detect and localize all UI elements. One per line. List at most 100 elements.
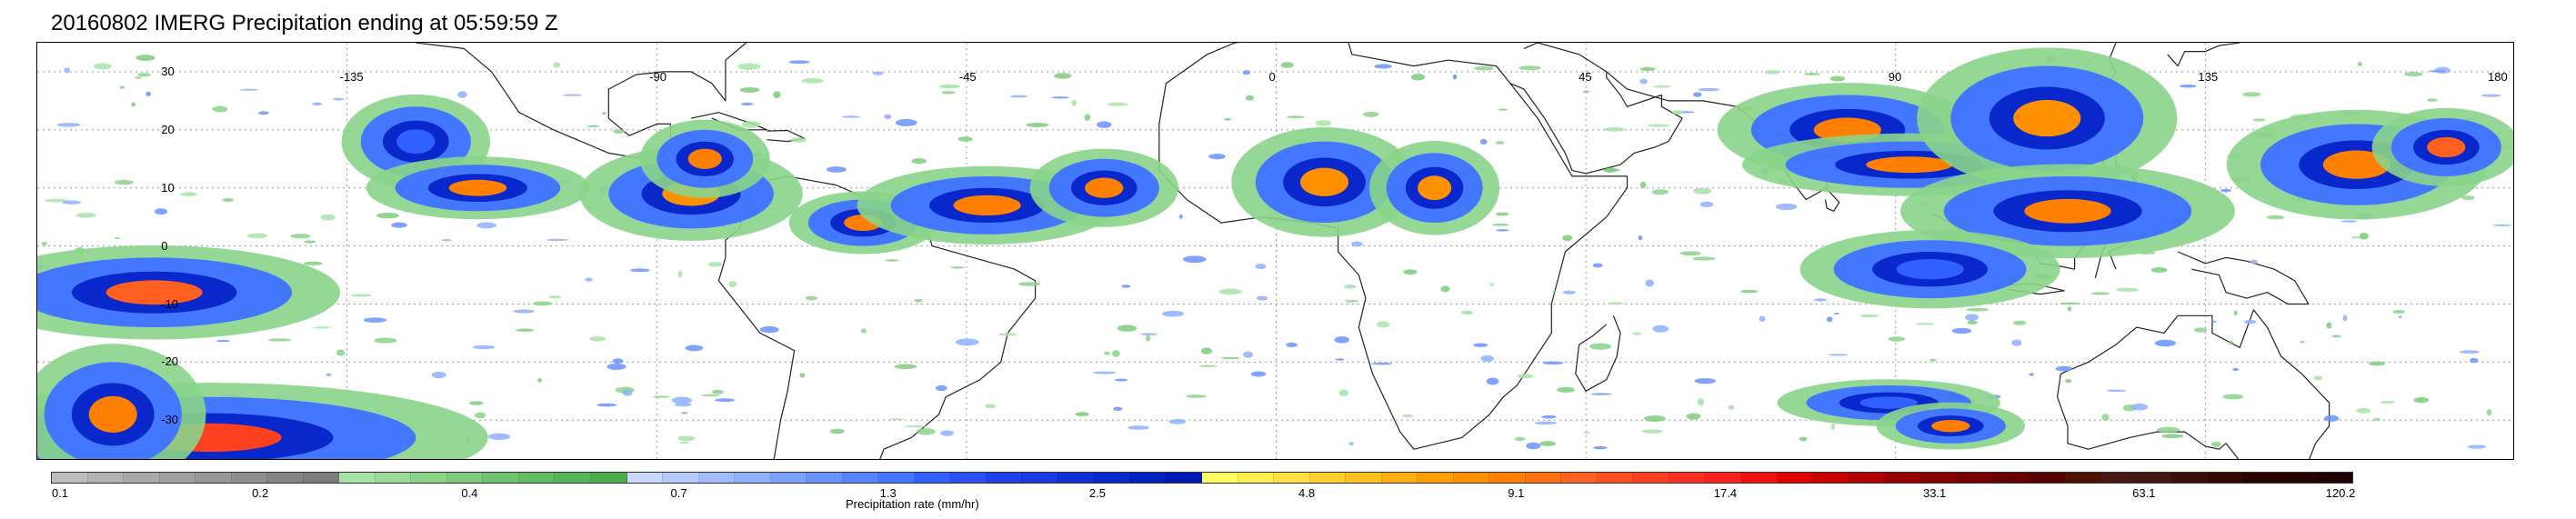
precip-speck — [685, 344, 704, 352]
precip-speck — [216, 339, 231, 343]
precip-speck — [715, 398, 736, 403]
colorbar-segment — [1777, 473, 1814, 483]
precip-speck — [585, 277, 593, 282]
precip-speck — [677, 435, 696, 442]
longitude-label: -90 — [649, 70, 667, 84]
precip-speck — [1495, 212, 1509, 216]
precip-speck — [2232, 367, 2239, 372]
precip-speck — [829, 428, 845, 434]
precip-speck — [841, 115, 860, 118]
colorbar-segment — [1525, 473, 1562, 483]
precip-speck — [2150, 266, 2168, 273]
precip-speck — [1108, 102, 1128, 106]
precip-speck — [914, 298, 923, 303]
precip-speck — [41, 241, 47, 246]
colorbar-segment — [195, 473, 232, 483]
precip-speck — [2222, 394, 2244, 400]
precip-speck — [613, 129, 626, 134]
precip-speck — [1582, 90, 1590, 93]
precip-speck — [333, 97, 345, 101]
latitude-label: 10 — [161, 180, 175, 195]
precip-speck — [805, 295, 818, 301]
precip-speck — [1639, 78, 1648, 85]
coastline-sri-lanka — [1824, 188, 1840, 212]
storm-core — [2013, 99, 2081, 137]
colorbar-tick-label: 9.1 — [1508, 486, 1525, 500]
precip-speck — [44, 198, 68, 203]
precip-speck — [742, 121, 761, 128]
precip-speck — [468, 401, 484, 405]
precip-speck — [137, 73, 151, 77]
precip-speck — [622, 389, 633, 396]
precip-speck — [950, 265, 965, 269]
colorbar-segment — [87, 473, 125, 483]
colorbar-segment — [2029, 473, 2065, 483]
precip-speck — [154, 208, 168, 215]
precip-speck — [1489, 283, 1494, 286]
precip-speck — [885, 259, 899, 262]
precip-speck — [1374, 64, 1392, 69]
precip-speck — [773, 91, 781, 98]
precip-speck — [860, 328, 867, 334]
coastline-australia-west — [2057, 374, 2240, 459]
precip-speck — [737, 63, 761, 70]
precip-speck — [2252, 118, 2266, 122]
storm-core — [448, 179, 507, 196]
precip-speck — [884, 114, 892, 120]
precip-speck — [114, 179, 134, 185]
precip-speck — [629, 268, 650, 273]
map-title: 20160802 IMERG Precipitation ending at 0… — [51, 11, 558, 35]
precip-speck — [374, 337, 397, 344]
colorbar-segment — [159, 473, 196, 483]
precip-speck — [2467, 444, 2487, 449]
latitude-label: 20 — [161, 122, 175, 136]
precip-speck — [2372, 418, 2381, 421]
precip-speck — [2029, 373, 2034, 376]
colorbar-segment — [1597, 473, 1634, 483]
precip-speck — [1966, 307, 1990, 312]
precip-speck — [1026, 123, 1049, 127]
precip-speck — [1967, 320, 1978, 324]
colorbar-segment — [1992, 473, 2030, 483]
precip-speck — [1859, 314, 1879, 318]
colorbar-segment — [735, 473, 771, 483]
longitude-label: 90 — [1888, 70, 1902, 84]
precip-speck — [2067, 306, 2072, 312]
latitude-label: -10 — [161, 296, 179, 311]
precip-speck — [2486, 409, 2492, 416]
precip-speck — [2210, 441, 2221, 447]
storm-core — [2024, 198, 2111, 224]
precip-speck — [1517, 374, 1534, 379]
latitude-label: -30 — [161, 413, 179, 427]
colorbar-tick-label: 63.1 — [2132, 486, 2156, 500]
precip-speck — [1182, 255, 1207, 264]
precip-speck — [1350, 241, 1363, 247]
precip-speck — [1632, 332, 1642, 335]
precip-speck — [1639, 66, 1656, 72]
precip-speck — [304, 240, 316, 244]
precip-speck — [1401, 414, 1414, 418]
precip-speck — [1562, 290, 1577, 294]
colorbar-segment — [1561, 473, 1598, 483]
colorbar-segment — [1453, 473, 1490, 483]
storm-core — [105, 280, 203, 305]
precip-speck — [457, 91, 467, 98]
precip-speck — [1534, 421, 1557, 425]
precip-speck — [1645, 279, 1654, 287]
precip-speck — [1542, 361, 1564, 365]
colorbar-segment — [807, 473, 843, 483]
precip-speck — [2326, 322, 2332, 329]
precip-speck — [2481, 94, 2501, 97]
precip-speck — [180, 192, 198, 196]
colorbar-segment — [52, 473, 88, 483]
precip-speck — [1740, 289, 1759, 294]
precip-speck — [1474, 65, 1494, 71]
precip-speck — [1888, 336, 1906, 342]
precip-speck — [1245, 95, 1254, 101]
colorbar-segment — [375, 473, 412, 483]
precip-speck — [119, 85, 125, 89]
storm-core — [2427, 136, 2466, 158]
precip-speck — [2011, 339, 2022, 346]
precip-speck — [801, 78, 824, 84]
precip-speck — [1639, 181, 1647, 188]
